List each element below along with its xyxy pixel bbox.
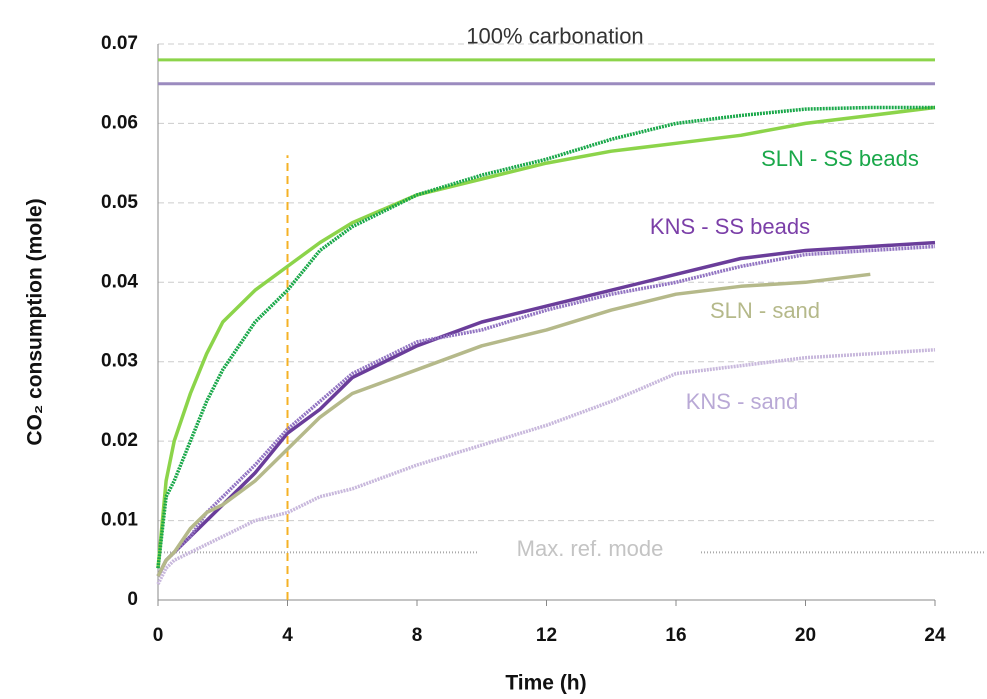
- y-tick-label: 0.05: [101, 192, 138, 213]
- y-tick-label: 0: [127, 589, 138, 610]
- x-tick-label: 4: [282, 625, 293, 646]
- x-tick-label: 12: [536, 625, 557, 646]
- y-axis-label: CO₂ consumption (mole): [24, 198, 47, 445]
- y-tick-label: 0.04: [101, 271, 138, 292]
- reference-label: 100% carbonation: [466, 24, 643, 49]
- series-label: SLN - sand: [710, 298, 820, 323]
- max-ref-label-bg: [478, 538, 700, 567]
- series-line: [156, 272, 871, 577]
- series-line: [156, 105, 936, 569]
- series-label: SLN - SS beads: [761, 146, 919, 171]
- series-line: [156, 105, 935, 569]
- series-line: [156, 348, 936, 585]
- y-tick-label: 0.07: [101, 33, 138, 54]
- series-line: [156, 244, 936, 577]
- series-label: KNS - SS beads: [650, 214, 810, 239]
- x-tick-label: 0: [153, 625, 164, 646]
- x-tick-label: 8: [412, 625, 423, 646]
- max-ref-label: Max. ref. mode: [517, 536, 664, 561]
- x-tick-label: 24: [924, 625, 946, 646]
- y-tick-label: 0.01: [101, 510, 138, 531]
- series-label: KNS - sand: [686, 389, 799, 414]
- x-tick-label: 16: [665, 625, 686, 646]
- x-axis-label: Time (h): [505, 672, 586, 695]
- y-tick-label: 0.06: [101, 112, 138, 133]
- series-line: [156, 240, 936, 577]
- y-tick-label: 0.02: [101, 430, 138, 451]
- x-tick-label: 20: [795, 625, 816, 646]
- y-tick-label: 0.03: [101, 351, 138, 372]
